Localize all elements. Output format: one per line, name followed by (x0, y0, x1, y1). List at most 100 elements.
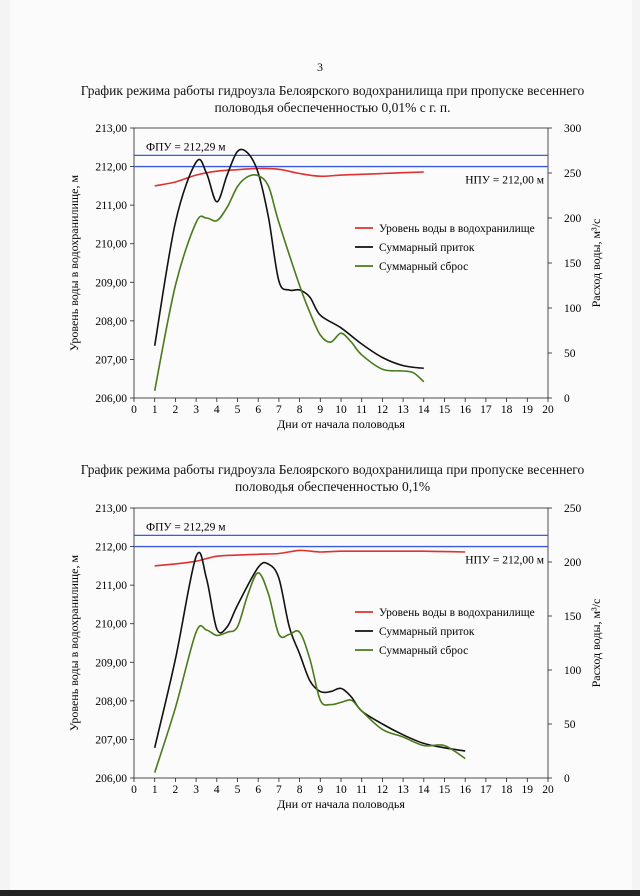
chart-1-y2-tick-label: 200 (564, 213, 582, 225)
chart-1-series-line-1 (154, 167, 424, 187)
chart-1-reference-label: НПУ = 212,00 м (465, 175, 544, 187)
chart-2-reference-label: НПУ = 212,00 м (465, 555, 544, 567)
chart-2-x-tick-label: 3 (193, 784, 199, 796)
chart-2-y-axis-title: Уровень воды в водохранилище, м (67, 555, 81, 732)
chart-2-x-tick-label: 17 (480, 784, 492, 796)
chart-2-y-tick-label: 206,00 (95, 773, 127, 785)
chart-1-y2-tick-label: 100 (564, 303, 582, 315)
chart-1-y2-tick-label: 50 (564, 348, 576, 360)
chart-2-legend-label: Суммарный сброс (379, 645, 468, 657)
chart-1-x-tick-label: 16 (459, 404, 471, 416)
chart-2-x-tick-label: 2 (173, 784, 179, 796)
chart-1-x-tick-label: 7 (276, 404, 282, 416)
chart-2-y2-tick-label: 250 (564, 503, 582, 515)
chart-1-y-axis-title: Уровень воды в водохранилище, м (67, 175, 81, 352)
chart-2-x-tick-label: 11 (356, 784, 367, 796)
chart-1-x-tick-label: 5 (235, 404, 241, 416)
chart-1-y2-tick-label: 150 (564, 258, 582, 270)
chart-2-x-tick-label: 19 (522, 784, 534, 796)
chart-1-x-axis-title: Дни от начала половодья (277, 417, 405, 431)
chart-2-legend-label: Суммарный приток (379, 626, 475, 638)
chart-2-series-line-1 (154, 549, 466, 567)
chart-2-x-tick-label: 14 (418, 784, 430, 796)
chart-1-y2-axis-title: Расход воды, м³/с (589, 219, 603, 308)
chart-1-y-tick-label: 206,00 (95, 393, 127, 405)
chart-1-plot-frame (133, 127, 549, 399)
chart-2-title: График режима работы гидроузла Белоярско… (80, 462, 585, 494)
chart-1-y-tick-label: 212,00 (95, 162, 127, 174)
chart-2-x-tick-label: 10 (335, 784, 347, 796)
chart-2-y-tick-label: 212,00 (95, 542, 127, 554)
chart-1-series-line-3 (153, 173, 425, 391)
chart-2-y2-axis-title: Расход воды, м³/с (589, 599, 603, 688)
scan-edge (0, 890, 640, 896)
chart-1-x-tick-label: 11 (356, 404, 367, 416)
chart-1-x-tick-label: 2 (173, 404, 179, 416)
chart-1-y2-tick-label: 0 (564, 393, 570, 405)
chart-2-x-tick-label: 9 (317, 784, 323, 796)
chart-1-x-tick-label: 6 (255, 404, 261, 416)
chart-2-x-tick-label: 8 (297, 784, 303, 796)
chart-2-x-tick-label: 1 (152, 784, 158, 796)
chart-2-x-tick-label: 7 (276, 784, 282, 796)
chart-2-x-tick-label: 0 (131, 784, 137, 796)
chart-2-y-tick-label: 207,00 (95, 734, 127, 746)
chart-1-y-tick-label: 209,00 (95, 277, 127, 289)
chart-1-legend-label: Уровень воды в водохранилище (379, 223, 535, 235)
chart-1-y-tick-label: 208,00 (95, 316, 127, 328)
chart-2-x-tick-label: 18 (501, 784, 513, 796)
chart-1-series-line-2 (153, 148, 424, 370)
chart-1-reference-label: ФПУ = 212,29 м (146, 141, 226, 153)
chart-2-y2-tick-label: 100 (564, 665, 582, 677)
chart-2-y-tick-label: 211,00 (96, 580, 127, 592)
chart-2-y-tick-label: 209,00 (95, 657, 127, 669)
chart-2-plot-frame (133, 507, 549, 779)
chart-1-x-tick-label: 3 (193, 404, 199, 416)
chart-1-legend-label: Суммарный приток (379, 242, 475, 254)
chart-2-x-tick-label: 12 (377, 784, 389, 796)
chart-2-x-axis-title: Дни от начала половодья (277, 797, 405, 811)
chart-2-series-line-2 (153, 551, 466, 752)
chart-1-y-tick-label: 213,00 (95, 123, 127, 135)
chart-1-y2-tick-label: 300 (564, 123, 582, 135)
chart-1-x-tick-label: 17 (480, 404, 492, 416)
chart-1-legend-label: Суммарный сброс (379, 261, 468, 273)
chart-2-series-line-3 (153, 572, 466, 773)
chart-1-x-tick-label: 0 (131, 404, 137, 416)
page-number: 3 (317, 60, 323, 74)
chart-1-x-tick-label: 1 (152, 404, 158, 416)
chart-1-y-tick-label: 207,00 (95, 354, 127, 366)
chart-2-y2-tick-label: 0 (564, 773, 570, 785)
chart-2-y2-tick-label: 150 (564, 611, 582, 623)
chart-2-y-tick-label: 213,00 (95, 503, 127, 515)
chart-1-x-tick-label: 8 (297, 404, 303, 416)
chart-1-x-tick-label: 12 (377, 404, 389, 416)
chart-1-x-tick-label: 19 (522, 404, 534, 416)
chart-2-legend-label: Уровень воды в водохранилище (379, 607, 535, 619)
chart-2-y2-tick-label: 200 (564, 557, 582, 569)
chart-2-x-tick-label: 20 (542, 784, 554, 796)
chart-2-x-tick-label: 5 (235, 784, 241, 796)
chart-2-y-tick-label: 210,00 (95, 619, 127, 631)
chart-1-x-tick-label: 4 (214, 404, 220, 416)
chart-1-y-tick-label: 210,00 (95, 239, 127, 251)
chart-2-x-tick-label: 16 (459, 784, 471, 796)
chart-1-x-tick-label: 15 (439, 404, 451, 416)
chart-2-y2-tick-label: 50 (564, 719, 576, 731)
chart-2-x-tick-label: 13 (397, 784, 409, 796)
document-page (10, 0, 632, 890)
chart-1-x-tick-label: 20 (542, 404, 554, 416)
chart-1-x-tick-label: 9 (317, 404, 323, 416)
chart-2-y-tick-label: 208,00 (95, 696, 127, 708)
chart-1-x-tick-label: 14 (418, 404, 430, 416)
chart-1-x-tick-label: 13 (397, 404, 409, 416)
chart-1-title: График режима работы гидроузла Белоярско… (80, 83, 585, 115)
chart-2-x-tick-label: 15 (439, 784, 451, 796)
chart-2-x-tick-label: 6 (255, 784, 261, 796)
chart-1-y-tick-label: 211,00 (96, 200, 127, 212)
chart-1-x-tick-label: 18 (501, 404, 513, 416)
chart-2-x-tick-label: 4 (214, 784, 220, 796)
chart-2: 0 1 2 3 4 5 6 7 8 9 10 11 12 13 14 15 16 17 18 19 20206,0020… (67, 503, 603, 811)
chart-2-reference-label: ФПУ = 212,29 м (146, 521, 226, 533)
chart-1-y2-tick-label: 250 (564, 168, 582, 180)
